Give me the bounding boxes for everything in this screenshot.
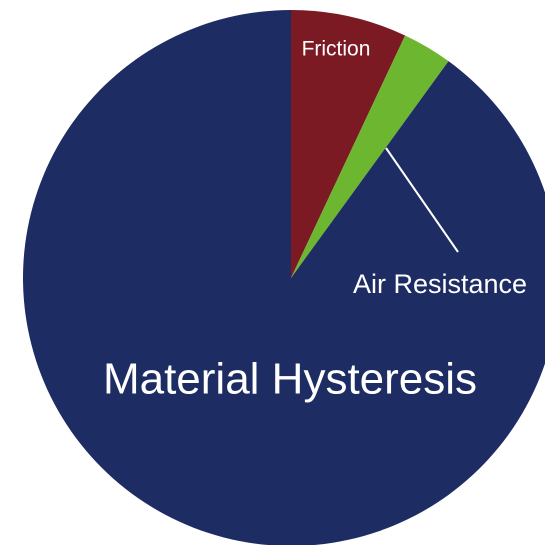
pie-slice	[23, 10, 545, 545]
pie-slice	[291, 10, 406, 278]
pie-slice	[291, 35, 449, 279]
slice-label: Air Resistance	[353, 269, 527, 299]
slice-label: Friction	[302, 38, 371, 61]
slice-label: Material Hysteresis	[103, 355, 477, 404]
leader-line	[385, 147, 459, 253]
